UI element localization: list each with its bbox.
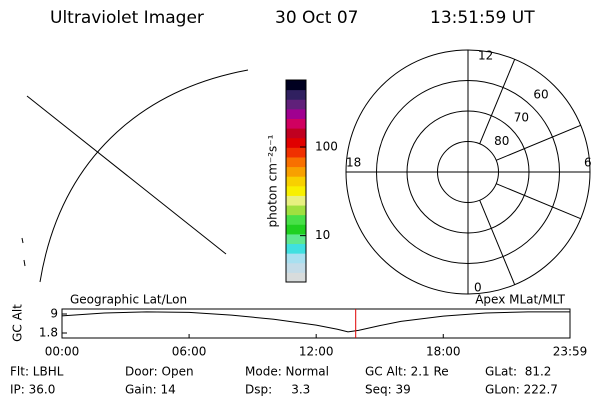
color-step (286, 89, 306, 100)
colorbar-tick-label: 10 (315, 228, 330, 242)
info-field: Door: Open (125, 365, 194, 379)
color-step (286, 99, 306, 110)
info-field: Mode: Normal (245, 365, 329, 379)
lat-label: 70 (514, 111, 529, 125)
x-tick-label: 12:00 (299, 345, 334, 359)
color-step (286, 137, 306, 148)
color-step (286, 118, 306, 129)
y-tick-label: 1.8 (39, 325, 58, 339)
lat-label: 80 (494, 134, 509, 148)
title: Ultraviolet Imager (50, 8, 204, 28)
color-step (286, 176, 306, 187)
color-step (286, 80, 306, 91)
color-step (286, 205, 306, 216)
color-step (286, 214, 306, 225)
x-tick-label: 23:59 (553, 345, 588, 359)
color-step (286, 272, 306, 283)
color-step (286, 108, 306, 119)
lat-label: 60 (533, 87, 548, 101)
diag-line (495, 124, 581, 161)
color-step (286, 166, 306, 177)
y-tick-label: 9 (50, 307, 58, 321)
colorbar-tick-label: 100 (315, 140, 338, 154)
color-step (286, 253, 306, 264)
right-label: Apex MLat/MLT (475, 293, 565, 307)
map-grid-line (26, 95, 227, 255)
diag-line (479, 59, 516, 145)
info-field: GC Alt: 2.1 Re (365, 365, 449, 379)
hour-label: 12 (478, 49, 493, 63)
plot-frame (61, 308, 571, 339)
color-step (286, 243, 306, 254)
x-tick-label: 00:00 (45, 345, 80, 359)
alt-line (61, 311, 570, 333)
info-field: Gain: 14 (125, 383, 176, 397)
color-step (286, 262, 306, 273)
color-step (286, 195, 306, 206)
info-field: Dsp: 3.3 (245, 383, 310, 397)
time: 13:51:59 UT (430, 8, 535, 28)
x-tick-label: 18:00 (426, 345, 461, 359)
colorbar-frame (285, 79, 307, 283)
hour-label: 18 (346, 156, 361, 170)
color-step (286, 224, 306, 235)
diag-line (479, 199, 516, 285)
info-field: IP: 36.0 (10, 383, 55, 397)
color-step (286, 233, 306, 245)
geo-map (21, 69, 249, 283)
color-step (286, 128, 306, 139)
left-label: Geographic Lat/Lon (70, 293, 187, 307)
colorbar-label: photon cm⁻²s⁻¹ (266, 134, 280, 227)
map-grid-line (39, 69, 249, 283)
map-fragment (23, 259, 26, 267)
map-fragment (21, 237, 24, 244)
info-field: GLon: 222.7 (485, 383, 558, 397)
x-tick-label: 06:00 (172, 345, 207, 359)
diag-line (495, 183, 581, 220)
color-step (286, 156, 306, 168)
info-field: Flt: LBHL (10, 365, 64, 379)
color-step (286, 185, 306, 196)
hour-label: 0 (474, 281, 482, 295)
color-step (286, 147, 306, 158)
y-axis-label: GC Alt (11, 304, 25, 342)
info-field: GLat: 81.2 (485, 365, 551, 379)
date: 30 Oct 07 (275, 8, 358, 28)
info-field: Seq: 39 (365, 383, 411, 397)
hour-label: 6 (584, 156, 592, 170)
